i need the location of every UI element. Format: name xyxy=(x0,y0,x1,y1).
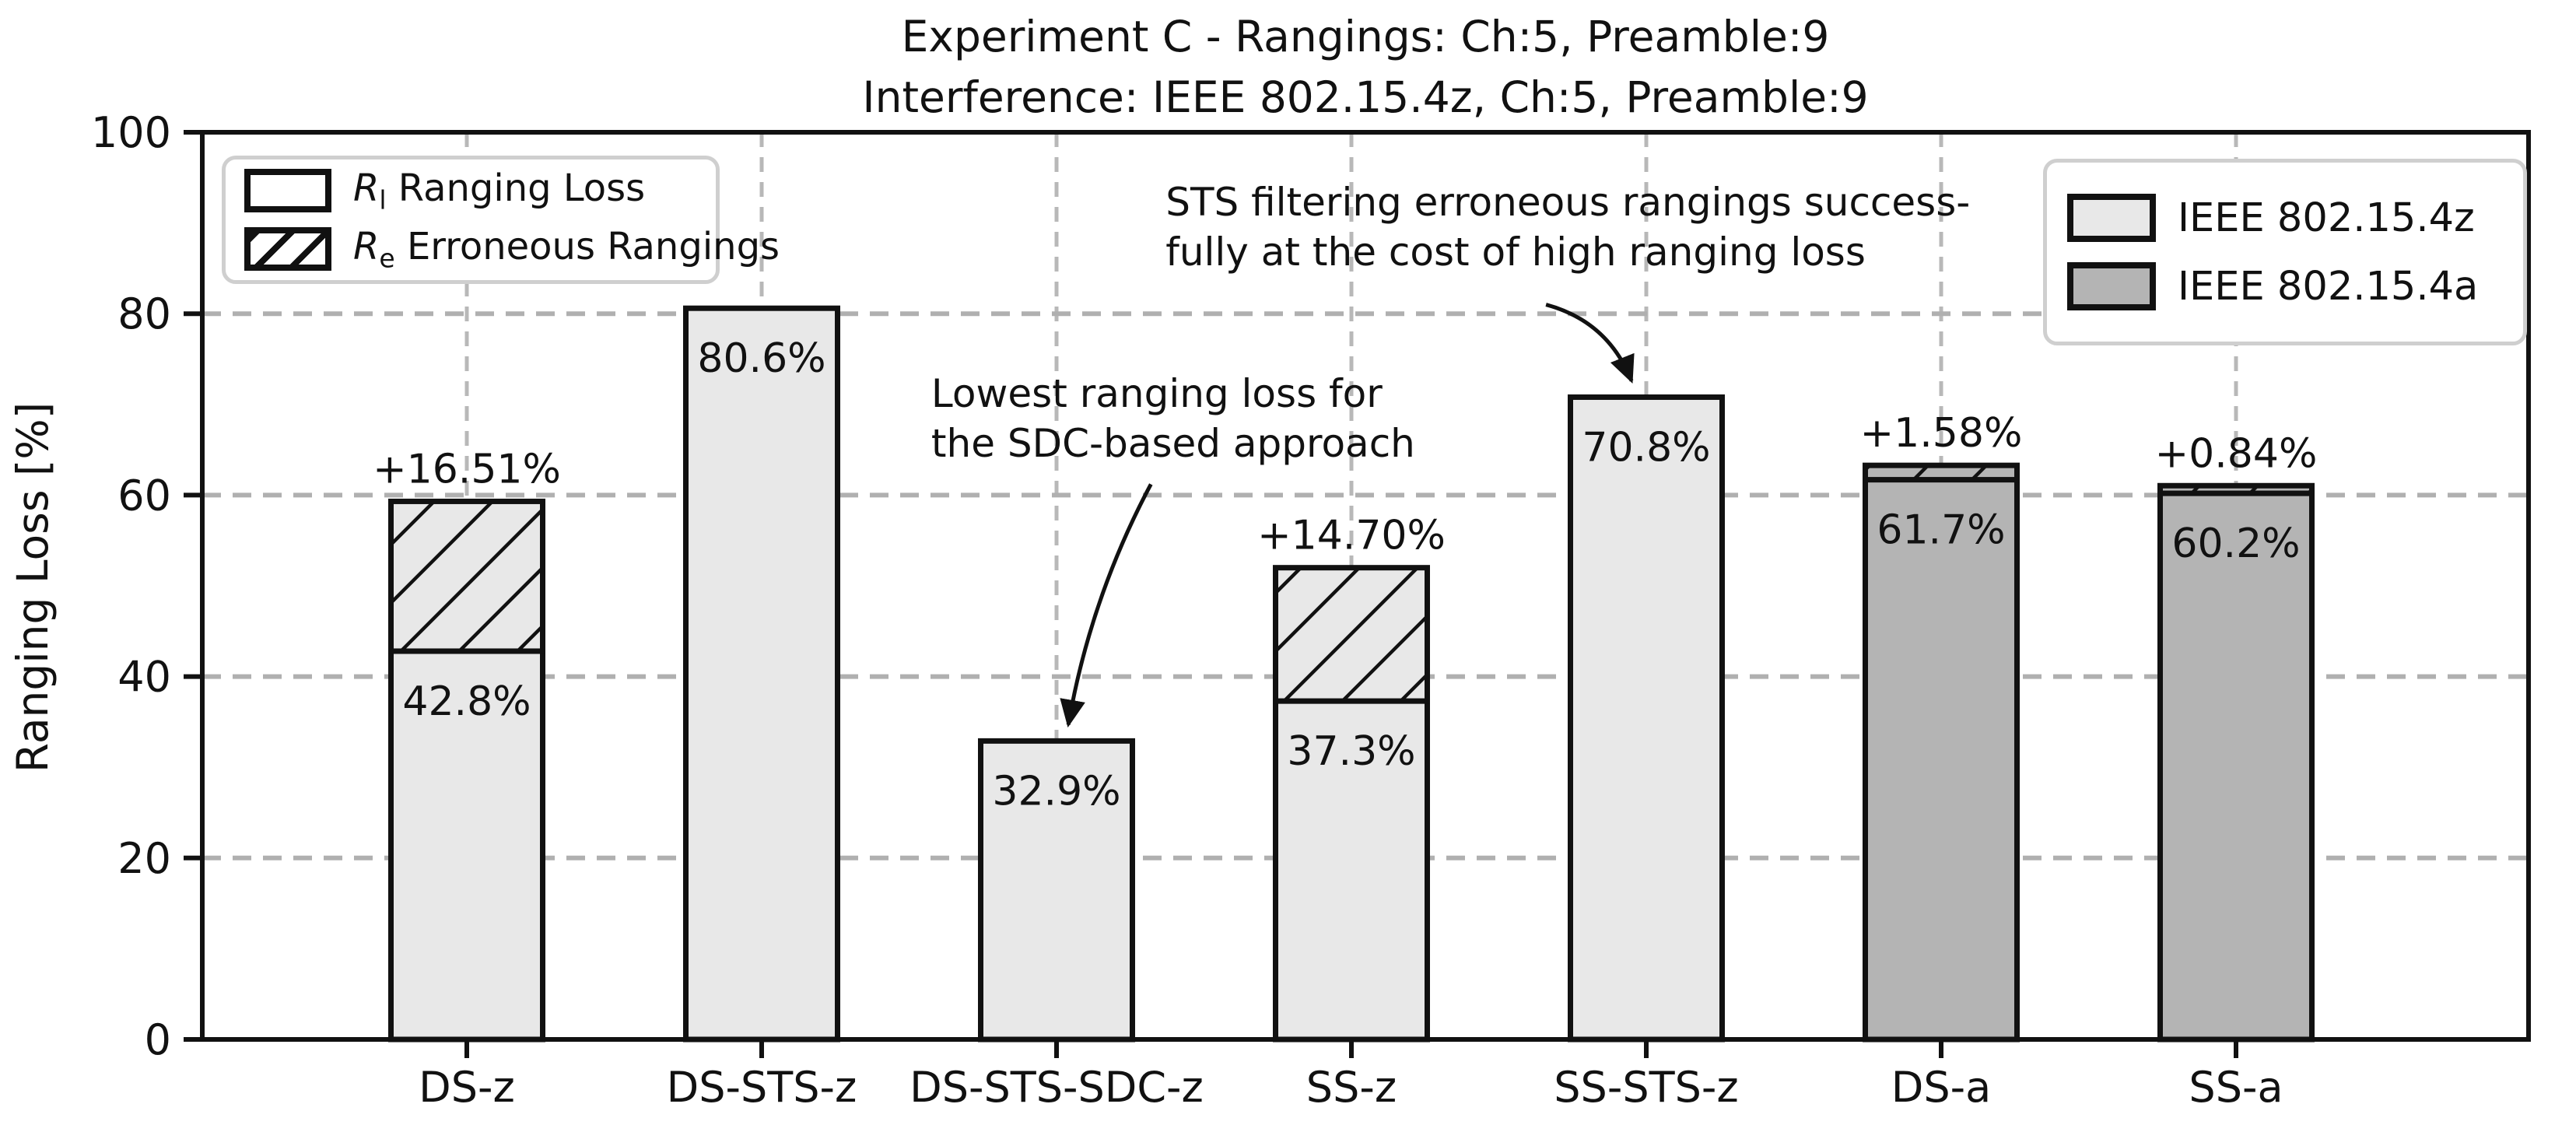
bar-DS-STS-SDC-z: 32.9% xyxy=(978,738,1135,1043)
bar-label-inside: 60.2% xyxy=(2171,520,2300,567)
chart-title: Experiment C - Rangings: Ch:5, Preamble:… xyxy=(202,6,2529,128)
bar-DS-a: +1.58% 61.7% xyxy=(1860,410,2023,1043)
legend-item-label: Re Erroneous Rangings xyxy=(353,224,780,274)
y-tick-label: 40 xyxy=(117,653,171,702)
x-tick-label: DS-STS-SDC-z xyxy=(909,1063,1204,1112)
y-tick-label: 80 xyxy=(117,289,171,338)
x-tick-label: DS-STS-z xyxy=(667,1063,857,1112)
y-tick-label: 20 xyxy=(117,834,171,883)
y-axis-label: Ranging Loss [%] xyxy=(8,401,58,773)
annotation-arrow-sdc xyxy=(1060,483,1153,728)
annotation-lowest-ranging-loss: Lowest ranging loss for the SDC-based ap… xyxy=(931,371,1415,467)
bar-label-above: +1.58% xyxy=(1860,410,2023,457)
x-tick-label: SS-a xyxy=(2189,1063,2283,1112)
plot-border xyxy=(200,130,2531,1042)
chart-title-line2: Interference: IEEE 802.15.4z, Ch:5, Prea… xyxy=(862,72,1869,122)
legend-item-erroneous-rangings: Re Erroneous Rangings xyxy=(244,225,780,273)
ranging-loss-swatch xyxy=(244,169,331,213)
bar-label-inside: 37.3% xyxy=(1287,728,1415,775)
bar-SS-z: +14.70% 37.3% xyxy=(1257,513,1446,1043)
y-tick-label: 100 xyxy=(91,108,171,157)
legend-item-ranging-loss: Rl Ranging Loss xyxy=(244,166,697,216)
chart-title-line1: Experiment C - Rangings: Ch:5, Preamble:… xyxy=(901,12,1830,61)
bar-SS-a: +0.84% 60.2% xyxy=(2155,430,2318,1043)
bar-SS-STS-z: 70.8% xyxy=(1568,394,1725,1043)
annotation-sts-filtering: STS filtering erroneous rangings success… xyxy=(1165,180,1971,275)
bar-label-inside: 61.7% xyxy=(1877,507,2005,554)
x-tick-label: DS-z xyxy=(419,1063,515,1112)
y-tick-label: 60 xyxy=(117,471,171,520)
bar-DS-z: +16.51% 42.8% xyxy=(373,446,561,1043)
bar-label-inside: 80.6% xyxy=(697,335,825,382)
x-tick-label: SS-z xyxy=(1306,1063,1397,1112)
ieee-802-15-4z-swatch xyxy=(2067,194,2156,242)
y-tick-label: 0 xyxy=(145,1015,171,1064)
bar-label-inside: 42.8% xyxy=(402,678,531,725)
legend-item-ieee-4z: IEEE 802.15.4z xyxy=(2067,194,2503,242)
legend-item-label: Rl Ranging Loss xyxy=(353,166,646,216)
bar-label-inside: 32.9% xyxy=(992,768,1120,815)
bar-label-above: +16.51% xyxy=(373,446,561,492)
x-tick-label: SS-STS-z xyxy=(1554,1063,1738,1112)
x-tick-label: DS-a xyxy=(1891,1063,1991,1112)
bar-label-inside: 70.8% xyxy=(1582,424,1710,471)
bar-DS-STS-z: 80.6% xyxy=(683,305,840,1043)
legend-item-ieee-4a: IEEE 802.15.4a xyxy=(2067,262,2503,310)
erroneous-rangings-hatch-swatch xyxy=(244,226,331,271)
bar-label-above: +0.84% xyxy=(2155,430,2318,477)
legend-groups: IEEE 802.15.4z IEEE 802.15.4a xyxy=(2043,159,2527,345)
ieee-802-15-4a-swatch xyxy=(2067,262,2156,310)
legend-item-label: IEEE 802.15.4z xyxy=(2178,195,2475,241)
annotation-arrow-sts xyxy=(1545,303,1635,384)
legend-item-label: IEEE 802.15.4a xyxy=(2178,263,2479,310)
legend-series: Rl Ranging Loss Re Erroneous Rangings xyxy=(222,156,780,284)
bar-label-above: +14.70% xyxy=(1257,513,1446,559)
